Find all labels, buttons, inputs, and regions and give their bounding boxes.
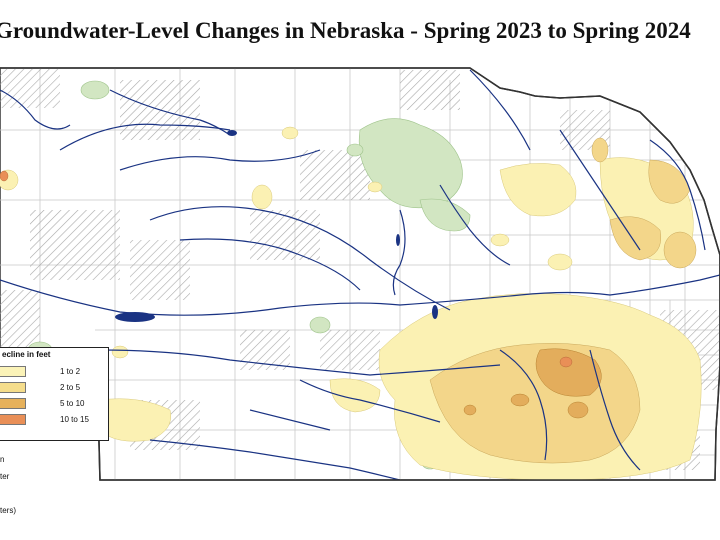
legend-item-1-to-2: 1 to 2 — [0, 364, 108, 380]
sub-legend-line-1: n — [0, 455, 5, 464]
decline-areas-severe — [0, 170, 573, 368]
legend-item-10-to-15: 10 to 15 — [0, 412, 108, 428]
legend-item-2-to-5: 2 to 5 — [0, 380, 108, 396]
map-legend: ecline in feet 1 to 2 2 to 5 5 to 10 10 … — [0, 347, 109, 441]
legend-label-2-to-5: 2 to 5 — [60, 383, 81, 392]
rivers — [0, 69, 720, 480]
legend-item-5-to-10: 5 to 10 — [0, 396, 108, 412]
legend-swatch-5-to-10 — [0, 398, 26, 409]
legend-label-1-to-2: 1 to 2 — [60, 367, 81, 376]
sub-legend-line-2: ter — [0, 472, 10, 481]
legend-swatch-2-to-5 — [0, 382, 26, 393]
legend-swatch-1-to-2 — [0, 366, 26, 377]
decline-areas-strong — [463, 348, 602, 419]
legend-swatch-10-to-15 — [0, 414, 26, 425]
sub-legend-line-3: ters) — [0, 506, 16, 515]
lakes — [115, 130, 438, 480]
legend-label-10-to-15: 10 to 15 — [60, 415, 89, 424]
legend-title: ecline in feet — [2, 350, 51, 359]
legend-label-5-to-10: 5 to 10 — [60, 399, 85, 408]
rise-areas — [27, 80, 471, 470]
nebraska-map — [0, 50, 720, 540]
state-border — [0, 67, 720, 481]
map-title: Groundwater-Level Changes in Nebraska - … — [0, 18, 691, 43]
map-canvas — [0, 67, 720, 481]
